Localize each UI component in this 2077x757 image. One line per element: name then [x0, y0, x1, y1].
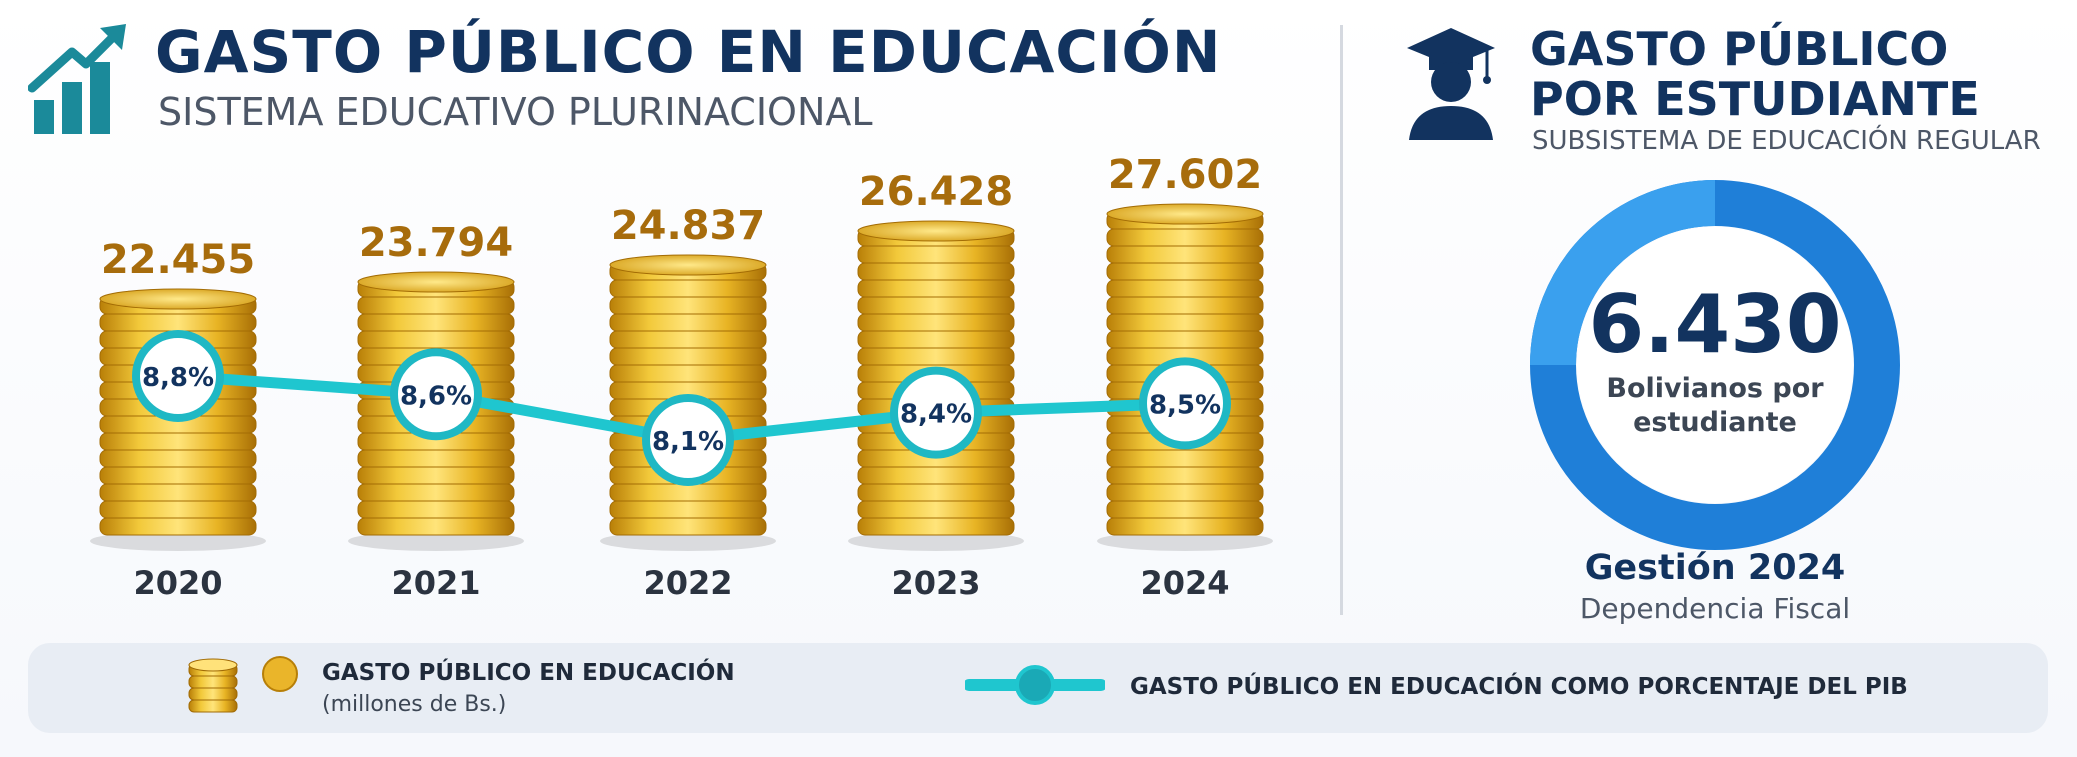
coins-icon [188, 656, 298, 713]
legend-item1-title: GASTO PÚBLICO EN EDUCACIÓN [322, 660, 735, 686]
legend-item2-title: GASTO PÚBLICO EN EDUCACIÓN COMO PORCENTA… [1130, 674, 1908, 700]
line-marker-icon [965, 665, 1105, 705]
percent-label: 8,1% [652, 427, 724, 457]
percent-label: 8,6% [400, 381, 472, 411]
page-subtitle: SISTEMA EDUCATIVO PLURINACIONAL [158, 90, 873, 134]
x-tick-label: 2024 [1140, 564, 1229, 602]
x-tick-label: 2022 [643, 564, 732, 602]
legend-item1-unit: (millones de Bs.) [322, 692, 507, 717]
bar-value-label: 22.455 [101, 237, 255, 283]
bar-value-label: 26.428 [859, 169, 1013, 215]
scope-label: Dependencia Fiscal [1579, 592, 1851, 625]
per-student-value: 6.430 [1588, 278, 1842, 371]
x-tick-label: 2020 [133, 564, 222, 602]
percent-label: 8,8% [142, 363, 214, 393]
x-tick-label: 2021 [391, 564, 480, 602]
percent-point: 8,8% [132, 330, 224, 422]
per-student-subtitle: SUBSISTEMA DE EDUCACIÓN REGULAR [1532, 126, 2041, 156]
percent-point: 8,1% [642, 394, 734, 486]
percent-label: 8,5% [1149, 390, 1221, 420]
bar-value-label: 24.837 [611, 203, 765, 249]
education-spending-chart: 8,8% 8,6% 8,1% 8,4% 8,5% 22.455 2020 23.794 202… [90, 152, 1273, 602]
percent-point: 8,6% [390, 348, 482, 441]
x-tick-label: 2023 [891, 564, 980, 602]
bar-value-label: 23.794 [359, 220, 513, 266]
per-student-unit: Bolivianos por estudiante [1606, 373, 1824, 438]
percent-point: 8,5% [1139, 357, 1231, 450]
page-title: GASTO PÚBLICO EN EDUCACIÓN [155, 18, 1222, 86]
bar-value-label: 27.602 [1108, 152, 1262, 198]
per-student-title: GASTO PÚBLICO POR ESTUDIANTE [1530, 22, 1980, 126]
growth-chart-icon [28, 24, 126, 134]
period-label: Gestión 2024 [1584, 548, 1846, 588]
section-divider [1340, 25, 1343, 615]
percent-label: 8,4% [900, 400, 972, 430]
graduate-icon [1407, 28, 1495, 140]
per-student-ring [1530, 180, 1900, 550]
percent-point: 8,4% [890, 366, 982, 459]
